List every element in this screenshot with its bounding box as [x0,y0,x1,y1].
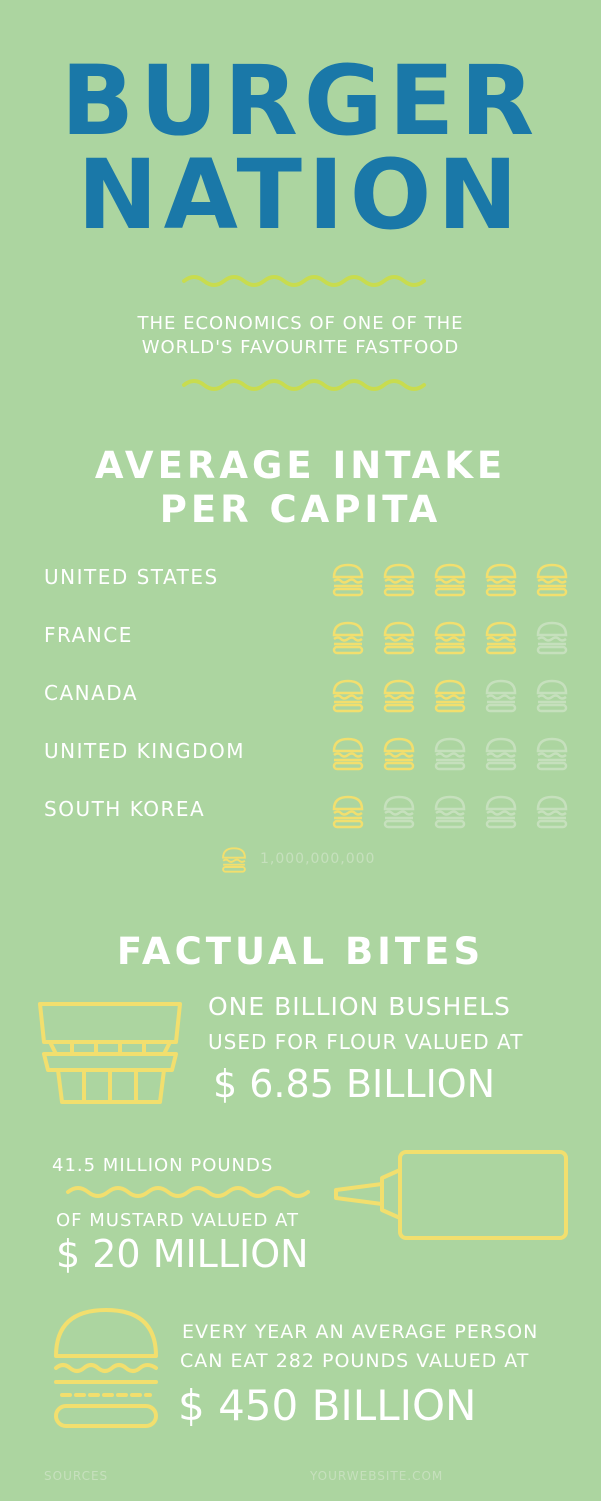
burger-icon-filled [332,563,364,597]
mustard-value: $ 20 MILLION [56,1232,309,1276]
burger-icon-empty [485,795,517,829]
flour-value: $ 6.85 BILLION [213,1062,496,1106]
flour-line-1: ONE BILLION BUSHELS [208,992,511,1021]
title-line-1: BURGER [60,45,541,157]
title-line-2: NATION [77,139,524,251]
burger-icon-filled [332,795,364,829]
burger-icon-empty [434,737,466,771]
intake-title-line-2: PER CAPITA [159,488,442,531]
burger-icon-filled [434,679,466,713]
facts-title: FACTUAL BITES [116,930,485,973]
burger-icon-empty [485,737,517,771]
footer-website[interactable]: YOURWEBSITE.COM [310,1469,444,1483]
flour-line-2: USED FOR FLOUR VALUED AT [208,1030,524,1054]
burger-icon-filled [485,621,517,655]
country-name: FRANCE [44,623,133,647]
footer-sources[interactable]: SOURCES [44,1469,109,1483]
burgers-line-1: EVERY YEAR AN AVERAGE PERSON [182,1321,539,1343]
mustard-squiggle [66,1186,310,1198]
subtitle-line-2: WORLD'S FAVOURITE FASTFOOD [141,337,460,358]
country-name: SOUTH KOREA [44,797,206,821]
burger-icon-empty [536,795,568,829]
burger-icon-filled [383,563,415,597]
burger-icon-filled [383,737,415,771]
subtitle: THE ECONOMICS OF ONE OF THE WORLD'S FAVO… [0,312,601,360]
country-name: CANADA [44,681,139,705]
burger-icon-filled [536,563,568,597]
burgers-value: $ 450 BILLION [178,1381,477,1430]
burger-icon-empty [536,737,568,771]
mustard-line-1: 41.5 MILLION POUNDS [52,1155,274,1176]
legend-value: 1,000,000,000 [260,851,376,867]
burger-icon-filled [485,563,517,597]
burger-icon-filled [332,679,364,713]
burgers-line-2: CAN EAT 282 POUNDS VALUED AT [180,1350,530,1372]
burger-icon-filled [383,621,415,655]
burger-icon-filled [434,563,466,597]
mustard-bottle-icon [334,1150,568,1240]
burger-icon-empty [383,795,415,829]
burger-icon-empty [536,621,568,655]
wave-divider-bottom [182,379,426,391]
intake-title-line-1: AVERAGE INTAKE [94,444,507,487]
burger-icon-filled [332,621,364,655]
mustard-line-2: OF MUSTARD VALUED AT [56,1210,300,1231]
subtitle-line-1: THE ECONOMICS OF ONE OF THE [137,313,464,334]
burger-icon-empty [434,795,466,829]
burger-icon-filled [332,737,364,771]
burger-fact-icon [54,1308,158,1428]
country-name: UNITED KINGDOM [44,739,245,763]
intake-title: AVERAGE INTAKE PER CAPITA [0,444,601,532]
burger-icon-empty [485,679,517,713]
wave-divider-top [182,275,426,287]
burger-icon-filled [434,621,466,655]
flour-bag-icon [38,1002,182,1104]
burger-icon-empty [536,679,568,713]
burger-icon-filled [383,679,415,713]
legend-burger-icon [222,847,246,873]
country-name: UNITED STATES [44,565,219,589]
